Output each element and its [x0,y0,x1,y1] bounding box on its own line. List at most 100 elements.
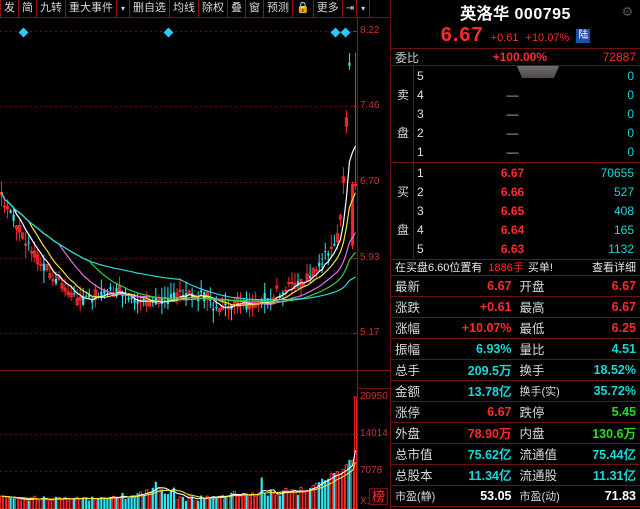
ma-line [0,192,356,301]
statistic-label: 涨停 [395,406,421,421]
order-book[interactable]: 5 0 4—0 3—0 2—0 1—0 1 6.67 70655 2 6.66 527 3 6.65 408… [391,66,640,260]
price-chart-pane[interactable] [0,18,357,370]
sell-order-row[interactable]: 3 — 0 [391,104,640,123]
buy-order-row[interactable]: 3 6.65 408 [391,201,640,220]
statistic-label: 开盘 [519,280,545,295]
forecast-button[interactable]: 预测 [264,0,294,17]
statistics-row: 总股本 11.34亿 流通股 11.31亿 [391,465,640,486]
stock-name: 英洛华 [460,6,510,23]
statistics-cell: 内盘 130.6万 [516,423,640,442]
order-notice-bar[interactable]: 在买盘6.60位置有 1886手 买单! 查看详细 [391,260,640,276]
statistic-label: 振幅 [395,343,421,358]
overlay-button[interactable]: 叠 [228,0,247,17]
volume-axis-label: 14014 [360,428,388,440]
buy-order-row[interactable]: 4 6.64 165 [391,221,640,240]
axis-tick [353,434,357,436]
statistic-value: 75.44亿 [592,448,636,463]
order-price: 6.63 [500,242,525,257]
price-axis-label: 5.93 [360,251,380,263]
order-quantity: 70655 [600,165,634,180]
order-quantity: 0 [627,87,634,102]
statistic-label: 总手 [395,364,421,379]
order-level: 4 [417,87,424,102]
sell-order-row[interactable]: 1 — 0 [391,143,640,162]
statistic-value: 53.05 [480,488,512,503]
statistics-row: 总手 209.5万 换手 18.52% [391,360,640,381]
order-book-collapse-button[interactable]: ⌄ [517,66,559,78]
order-level: 1 [417,165,424,180]
sell-order-row[interactable]: 2 — 0 [391,124,640,143]
volume-axis-label: 20950 [360,390,388,402]
chart-toolbar: 发简九转 重大事件 ▾ 删自选 均线 除权叠窗预测 🔒 更多 ⇥ ▾ [0,0,390,18]
order-level: 1 [417,145,424,160]
axis-tick [353,106,357,108]
price-axis-line [357,18,358,509]
buy-order-row[interactable]: 2 6.66 527 [391,182,640,201]
statistic-label: 总股本 [395,469,433,484]
statistic-label: 市盈(动) [519,490,560,503]
sell-order-row[interactable]: 4 — 0 [391,85,640,104]
volume-ma-line [1,462,357,500]
simple-button[interactable]: 简 [19,0,37,17]
chevron-down-icon-2[interactable]: ▾ [357,0,371,17]
buy-order-row[interactable]: 1 6.67 70655 [391,163,640,182]
notice-amount: 1886手 [488,262,524,275]
statistic-value: 6.67 [611,278,636,293]
statistics-cell: 最低 6.25 [516,318,640,337]
order-level: 4 [417,223,424,238]
price-axis-label: 8.22 [360,24,380,36]
statistic-label: 涨幅 [395,322,421,337]
order-quantity: 0 [627,68,634,83]
last-price: 6.67 [440,24,484,46]
axis-tick [353,471,357,473]
ma-line [0,145,357,309]
buy-order-row[interactable]: 5 6.63 1132 [391,240,640,259]
statistics-cell: 外盘 78.90万 [391,423,516,442]
statistic-label: 金额 [395,385,421,400]
moving-average-button[interactable]: 均线 [170,0,200,17]
view-detail-link[interactable]: 查看详细 [592,262,636,275]
statistics-cell: 涨跌 +0.61 [391,297,516,316]
more-button[interactable]: 更多 [314,0,343,17]
candlestick-plot [0,52,357,323]
statistics-cell: 总市值 75.62亿 [391,444,516,463]
statistic-value: 11.31亿 [592,469,636,484]
statistics-row: 涨跌 +0.61 最高 6.67 [391,297,640,318]
chevron-down-icon[interactable]: ▾ [117,0,131,17]
chart-area[interactable]: 8.227.466.705.935.1720950140147078X100 榜 [0,18,390,509]
volume-gridline [0,471,357,473]
statistics-table: 最新 6.67 开盘 6.67 涨跌 +0.61 最高 6.67 涨幅 +10.07% 最低 6.25… [391,276,640,507]
lock-icon[interactable]: 🔒 [293,0,314,17]
statistics-cell: 总股本 11.34亿 [391,465,516,484]
rank-badge[interactable]: 榜 [368,488,388,505]
order-price: — [506,106,519,121]
nine-turn-button[interactable]: 九转 [37,0,66,17]
statistics-cell: 流通值 75.44亿 [516,444,640,463]
window-button[interactable]: 窗 [246,0,265,17]
statistics-cell: 金额 13.78亿 [391,381,516,400]
gear-icon[interactable]: ⚙ [621,4,634,19]
hk-connect-badge: 陆 [576,29,591,43]
major-events-button[interactable]: 重大事件 [66,0,117,17]
ex-rights-button[interactable]: 除权 [199,0,229,17]
order-book-mid-separator [391,161,640,163]
statistic-label: 外盘 [395,427,421,442]
statistic-label: 最新 [395,280,421,295]
axis-tick [353,333,357,335]
statistics-cell: 振幅 6.93% [391,339,516,358]
statistic-value: 6.67 [611,299,636,314]
volume-plot [0,396,357,509]
volume-chart-pane[interactable] [0,388,357,509]
statistic-label: 最低 [519,322,545,337]
send-button[interactable]: 发 [0,0,19,17]
statistic-label: 总市值 [395,448,433,463]
statistics-row: 总市值 75.62亿 流通值 75.44亿 [391,444,640,465]
jump-to-end-icon[interactable]: ⇥ [343,0,358,17]
statistics-row: 涨停 6.67 跌停 5.45 [391,402,640,423]
notice-text-right: 买单! [527,262,553,275]
statistics-cell: 最新 6.67 [391,276,516,295]
remove-watchlist-button[interactable]: 删自选 [130,0,171,17]
statistics-cell: 涨停 6.67 [391,402,516,421]
